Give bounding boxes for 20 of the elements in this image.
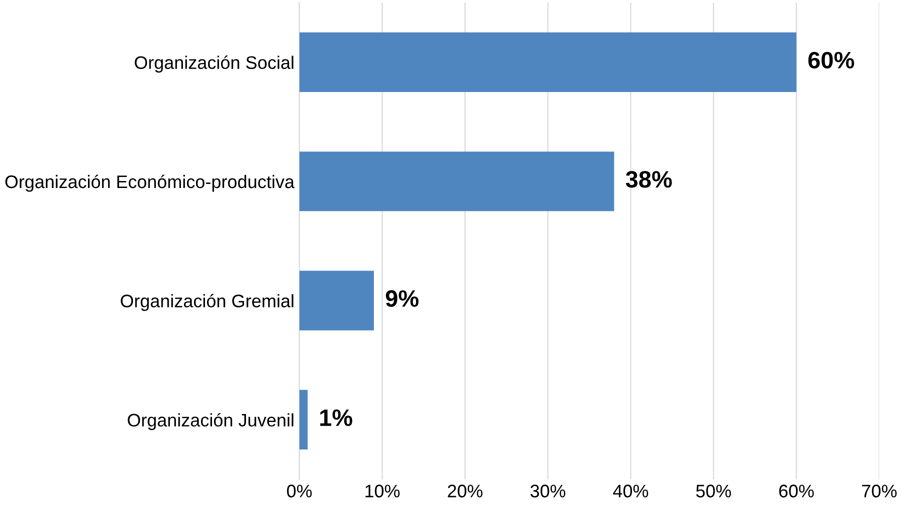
bar bbox=[299, 270, 374, 330]
x-tick-label: 40% bbox=[613, 484, 648, 498]
x-tick-label: 70% bbox=[862, 484, 897, 498]
x-tick-label: 30% bbox=[530, 484, 566, 498]
data-label: 38% bbox=[626, 170, 672, 188]
x-tick-label: 20% bbox=[448, 484, 482, 498]
x-tick-label: 0% bbox=[287, 484, 312, 498]
data-label: 60% bbox=[808, 52, 854, 69]
data-label: 1% bbox=[320, 409, 352, 426]
x-tick-label: 50% bbox=[696, 484, 731, 498]
bar bbox=[299, 152, 614, 212]
data-label: 9% bbox=[386, 290, 419, 307]
bar bbox=[299, 32, 796, 92]
x-tick-label: 60% bbox=[779, 484, 814, 498]
bar bbox=[299, 390, 308, 450]
x-tick-label: 10% bbox=[366, 484, 400, 498]
y-tick-label: Organización Económico-productiva bbox=[5, 174, 295, 192]
y-tick-label: Organización Gremial bbox=[120, 294, 294, 311]
y-tick-label: Organización Social bbox=[134, 56, 294, 73]
y-tick-label: Organización Juvenil bbox=[128, 413, 294, 430]
